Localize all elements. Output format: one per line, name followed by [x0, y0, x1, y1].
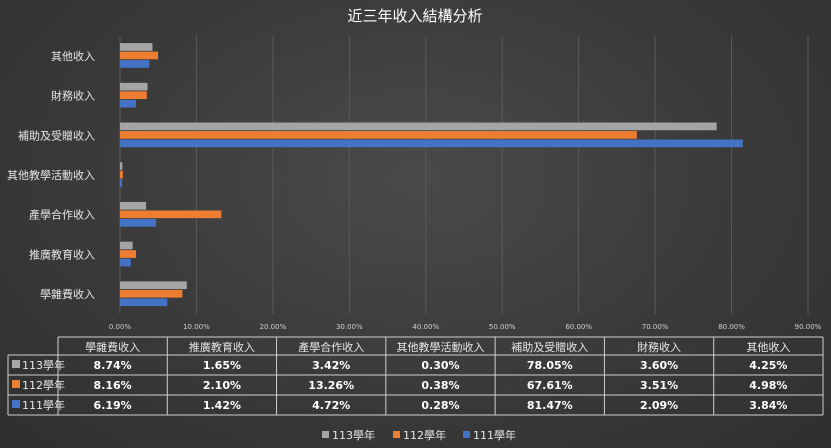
table-cell-value: 4.72% [312, 399, 350, 412]
table-cell-value: 1.65% [203, 359, 241, 372]
bar [120, 99, 136, 108]
x-tick-label: 70.00% [642, 323, 669, 331]
table-cell-value: 0.28% [421, 399, 459, 412]
x-tick-label: 30.00% [336, 323, 363, 331]
bar [120, 298, 168, 307]
legend-label: 113學年 [332, 428, 375, 442]
x-tick-label: 0.00% [109, 323, 132, 331]
bar [120, 170, 123, 179]
bar [120, 60, 150, 68]
table-header: 學雜費收入 [85, 340, 140, 354]
bar [120, 218, 157, 227]
bar [120, 210, 222, 219]
table-cell-value: 67.61% [527, 379, 573, 392]
bar [120, 289, 183, 298]
x-tick-label: 40.00% [412, 323, 439, 331]
table-series-key [12, 360, 20, 368]
table-cell-value: 8.74% [94, 359, 132, 372]
bar [120, 82, 148, 91]
table-cell-value: 81.47% [527, 399, 573, 412]
table-header: 推廣教育收入 [189, 340, 255, 354]
x-axis-ticks: 0.00% 10.00% 20.00% 30.00% 40.00% 50.00% 60.00… [109, 323, 822, 331]
bar [120, 250, 137, 258]
bar [120, 139, 743, 148]
bars [120, 43, 743, 307]
bar [120, 162, 123, 170]
x-tick-label: 50.00% [489, 323, 516, 331]
table-cell-value: 78.05% [527, 359, 573, 372]
table-header: 其他收入 [746, 340, 790, 354]
bar [120, 281, 187, 290]
table-cell-value: 13.26% [308, 379, 354, 392]
bar [120, 179, 123, 187]
table-cell-value: 3.60% [640, 359, 678, 372]
table-header: 產學合作收入 [298, 340, 364, 354]
table-cell-value: 6.19% [94, 399, 132, 412]
legend-key [322, 431, 329, 438]
category-label: 產學合作收入 [29, 208, 95, 222]
table-cell-value: 3.84% [749, 399, 787, 412]
category-label: 學雜費收入 [40, 287, 95, 301]
bar [120, 241, 133, 250]
table-cell-value: 3.51% [640, 379, 678, 392]
table-cell-value: 0.30% [421, 359, 459, 372]
table-series-label: 111學年 [22, 398, 65, 412]
table-cell-value: 3.42% [312, 359, 350, 372]
legend-label: 111學年 [473, 428, 516, 442]
bar [120, 258, 131, 267]
chart-title: 近三年收入結構分析 [347, 7, 482, 25]
legend-label: 112學年 [403, 428, 446, 442]
category-label: 財務收入 [51, 89, 95, 103]
table-series-label: 113學年 [22, 358, 65, 372]
table-cell-value: 2.10% [203, 379, 241, 392]
data-table: 學雜費收入 推廣教育收入 產學合作收入 其他教學活動收入 補助及受贈收入 財務收入 其他收入… [7, 336, 824, 416]
bar [120, 43, 153, 51]
table-cell-value: 4.25% [749, 359, 787, 372]
legend-key [463, 431, 470, 438]
table-cell-value: 0.38% [421, 379, 459, 392]
table-header: 其他教學活動收入 [397, 340, 485, 354]
table-header: 補助及受贈收入 [511, 340, 588, 354]
gridlines [119, 36, 809, 314]
x-tick-label: 20.00% [260, 323, 287, 331]
table-cell-value: 1.42% [203, 399, 241, 412]
table-cell-value: 2.09% [640, 399, 678, 412]
legend: 113學年 112學年 111學年 [322, 428, 516, 442]
table-header: 財務收入 [637, 340, 681, 354]
table-series-key [12, 400, 20, 408]
table-series-key [12, 380, 20, 388]
table-series-label: 112學年 [22, 378, 65, 392]
table-cell-value: 4.98% [749, 379, 787, 392]
category-label: 其他收入 [51, 49, 95, 63]
x-tick-label: 10.00% [183, 323, 210, 331]
x-tick-label: 80.00% [718, 323, 745, 331]
category-label: 推廣教育收入 [29, 247, 95, 261]
bar [120, 91, 147, 100]
category-label: 其他教學活動收入 [7, 168, 95, 182]
bar [120, 201, 147, 210]
x-tick-label: 60.00% [565, 323, 592, 331]
x-tick-label: 90.00% [795, 323, 822, 331]
bar [120, 122, 717, 131]
bar [120, 51, 159, 60]
category-label: 補助及受贈收入 [18, 128, 95, 142]
bar [120, 131, 637, 139]
table-cell-value: 8.16% [94, 379, 132, 392]
legend-key [393, 431, 400, 438]
